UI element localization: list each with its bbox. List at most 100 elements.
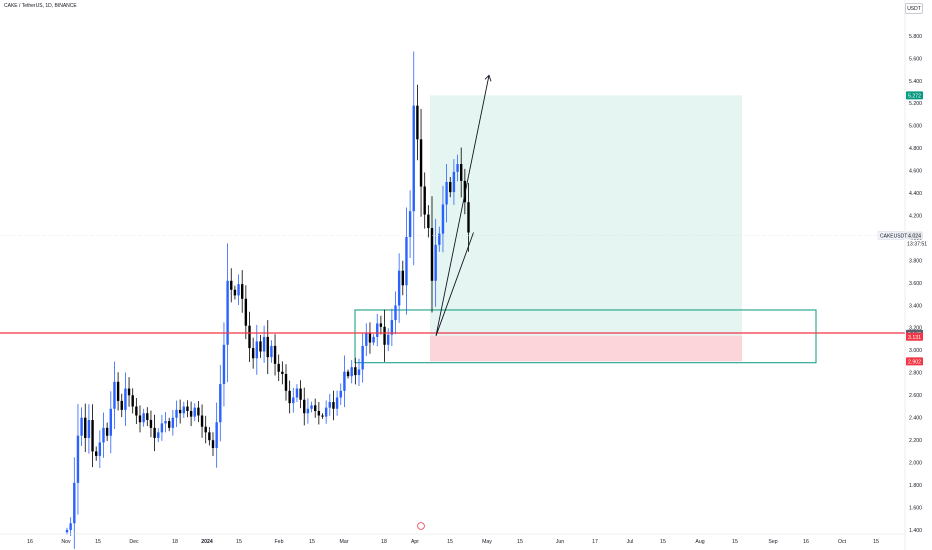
y-tick-label: 4.400 [909, 191, 922, 197]
x-tick-label: 17 [592, 539, 598, 545]
candle-body [215, 422, 218, 449]
candle-body [160, 423, 164, 433]
y-tick-label: 5.200 [909, 101, 922, 107]
candle-body [222, 344, 226, 385]
candle-body [200, 415, 204, 427]
candle-body [390, 320, 394, 335]
candle-body [124, 388, 127, 410]
candle-body [456, 164, 459, 172]
candle-body [354, 367, 357, 376]
y-tick-label: 3.800 [909, 258, 922, 264]
y-tick-label: 2.200 [909, 438, 922, 444]
y-tick-label: 5.400 [909, 79, 922, 85]
price-labels-layer: 5.2724.02413:37:51CAKEUSDT3.1433.1312.90… [877, 91, 927, 366]
candle-body [412, 105, 415, 212]
candle-body [277, 363, 280, 372]
candle-body [452, 171, 456, 193]
candle-body [383, 326, 386, 345]
candle-body [149, 419, 153, 428]
candle-body [463, 180, 467, 203]
candle-body [430, 228, 434, 281]
x-tick-label: May [482, 539, 492, 545]
x-tick-label: Apr [411, 539, 419, 545]
candle-body [193, 407, 196, 417]
candle-body [178, 409, 182, 414]
candle-body [171, 417, 175, 428]
candle-body [321, 415, 324, 417]
x-tick-label: Feb [275, 539, 284, 545]
y-tick-label: 1.400 [909, 528, 922, 534]
candle-body [339, 390, 342, 398]
x-tick-label: Mar [340, 539, 349, 545]
y-tick-label: 2.600 [909, 393, 922, 399]
candle-body [350, 367, 353, 377]
y-tick-label: 1.600 [909, 505, 922, 511]
y-tick-label: 3.000 [909, 348, 922, 354]
candle-body [73, 482, 76, 524]
candle-body [262, 336, 266, 352]
candle-body [87, 419, 91, 438]
candle-body [357, 369, 361, 376]
candles-layer [65, 51, 470, 549]
y-tick-label: 5.800 [909, 34, 922, 40]
candle-body [324, 407, 328, 417]
candle-body [65, 530, 69, 533]
candle-body [346, 371, 350, 377]
candle-body [146, 413, 149, 420]
currency-button[interactable]: USDT [905, 3, 923, 14]
candle-body [230, 280, 233, 290]
candle-body [449, 182, 452, 193]
x-tick-label: 15 [517, 539, 523, 545]
candle-body [211, 440, 215, 449]
candle-body [248, 325, 251, 349]
candle-body [98, 442, 102, 456]
y-tick-label: 5.000 [909, 124, 922, 130]
candle-body [332, 402, 335, 409]
x-tick-label: 15 [873, 539, 879, 545]
y-tick-label: 3.400 [909, 303, 922, 309]
countdown-label: 13:37:51 [907, 241, 927, 247]
entry-label: 3.131 [908, 335, 921, 341]
x-tick-label: 15 [447, 539, 453, 545]
y-tick-label: 4.600 [909, 169, 922, 175]
candle-body [189, 411, 193, 417]
x-tick-label: Sep [768, 539, 777, 545]
y-tick-label: 1.800 [909, 483, 922, 489]
event-marker-icon [417, 522, 425, 530]
candle-body [460, 164, 463, 181]
candle-body [127, 388, 131, 396]
candle-body [266, 336, 269, 358]
candle-body [401, 270, 404, 286]
candle-body [306, 408, 310, 414]
take-profit-zone [430, 95, 742, 336]
candle-body [84, 417, 87, 438]
x-tick-label: Dec [129, 539, 139, 545]
candle-body [438, 233, 441, 245]
candle-body [204, 426, 207, 433]
candle-body [328, 402, 331, 408]
x-tick-label: Jul [627, 539, 634, 545]
candle-body [317, 411, 321, 416]
candle-body [270, 345, 273, 358]
chart-title: CAKE / TetherUS, 1D, BINANCE [4, 3, 77, 9]
candle-body [408, 211, 412, 238]
candle-body [445, 182, 448, 205]
take-profit-label: 5.272 [908, 93, 921, 99]
candle-body [416, 105, 419, 140]
x-tick-label: Aug [695, 539, 704, 545]
x-tick-label: 15 [732, 539, 738, 545]
candle-body [467, 202, 470, 233]
candle-body [113, 381, 116, 409]
candle-body [237, 284, 240, 296]
candle-body [365, 333, 368, 346]
candle-body [251, 348, 255, 359]
x-tick-label: 15 [95, 539, 101, 545]
symbol-label: CAKEUSDT [880, 233, 907, 239]
candle-body [281, 371, 284, 374]
candle-body [219, 384, 222, 423]
last-price-label-bg [906, 231, 923, 240]
candle-body [299, 388, 302, 400]
stop-loss-zone [430, 335, 742, 362]
